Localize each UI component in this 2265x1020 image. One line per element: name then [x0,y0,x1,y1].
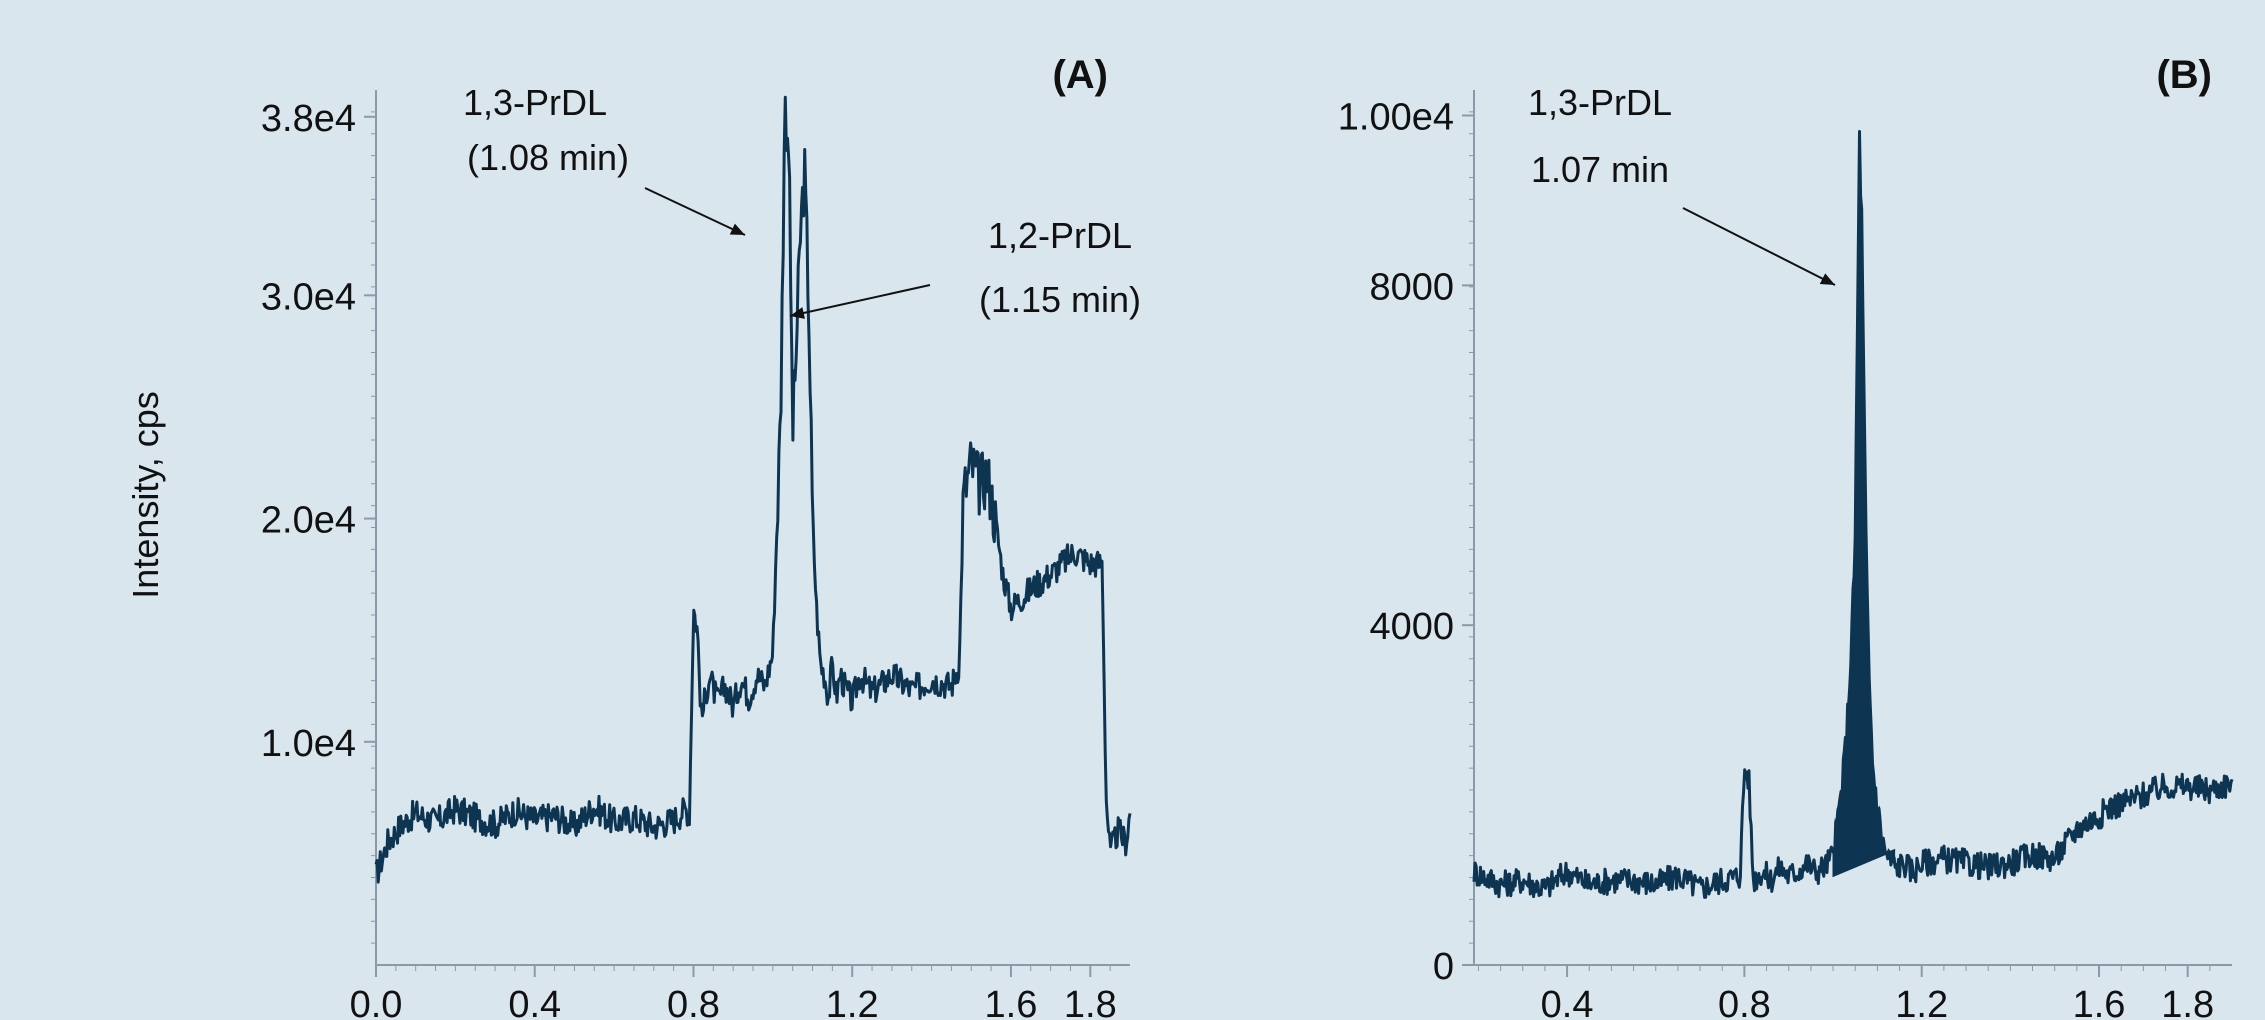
y-tick-label: 3.8e4 [261,98,356,140]
annotation-peak-time: 1.07 min [1531,149,1669,190]
annotation-arrowhead [729,223,745,235]
annotation-peak-compound: 1,3-PrDL [1528,82,1672,123]
x-tick-label: 0.4 [508,984,561,1020]
annotation-arrowhead [790,307,805,319]
panel-b-trace [1472,130,2234,899]
panel-a-label: (A) [1052,53,1108,97]
y-axis-label: Intensity, cps [125,391,166,598]
x-tick-label: 0.8 [1718,984,1771,1020]
panel-a-tick-labels: 1.0e4 2.0e4 3.0e4 3.8e4 0.0 0.4 0.8 1.2 1.6 1.8 [261,98,1117,1020]
annotation-peak-a-time: (1.08 min) [467,137,629,178]
y-tick-label: 2.0e4 [261,500,356,542]
panel-a-trace [374,95,1132,884]
y-tick-label: 1.00e4 [1338,96,1454,138]
x-tick-label: 0.0 [350,984,403,1020]
annotation-arrowhead [1819,273,1835,285]
x-tick-label: 1.8 [2161,984,2214,1020]
panel-a-annotations: 1,3-PrDL (1.08 min) 1,2-PrDL (1.15 min) [463,82,1141,320]
x-tick-label: 1.2 [826,984,879,1020]
annotation-peak-b-time: (1.15 min) [979,279,1141,320]
annotation-arrow [644,187,746,236]
panel-a: (A) Intensity, cps 1.0e4 2.0e4 3.0e4 3.8e4 0… [125,53,1141,1020]
y-tick-label: 0 [1433,946,1454,988]
x-tick-label: 0.8 [667,984,720,1020]
annotation-arrow [789,284,931,317]
x-tick-label: 1.6 [985,984,1038,1020]
series-line [1472,130,2234,899]
y-tick-label: 4000 [1369,606,1454,648]
x-tick-label: 1.6 [2073,984,2126,1020]
y-tick-label: 8000 [1369,266,1454,308]
series-line [374,95,1132,884]
panel-a-axes [364,90,1130,977]
x-tick-label: 1.8 [1064,984,1117,1020]
annotation-peak-a-compound: 1,3-PrDL [463,82,607,123]
panel-b: (B) 0 4000 8000 1.00e4 0.4 0.8 1.2 1.6 1.8 1,3-P… [1338,53,2234,1020]
annotation-arrow [1682,207,1836,286]
x-tick-label: 1.2 [1895,984,1948,1020]
panel-b-axes [1462,90,2232,977]
annotation-peak-b-compound: 1,2-PrDL [988,215,1132,256]
panel-b-tick-labels: 0 4000 8000 1.00e4 0.4 0.8 1.2 1.6 1.8 [1338,96,2214,1020]
y-tick-label: 1.0e4 [261,723,356,765]
x-tick-label: 0.4 [1541,984,1594,1020]
y-tick-label: 3.0e4 [261,276,356,318]
panel-b-annotations: 1,3-PrDL 1.07 min [1528,82,1836,286]
panel-b-label: (B) [2156,53,2212,97]
